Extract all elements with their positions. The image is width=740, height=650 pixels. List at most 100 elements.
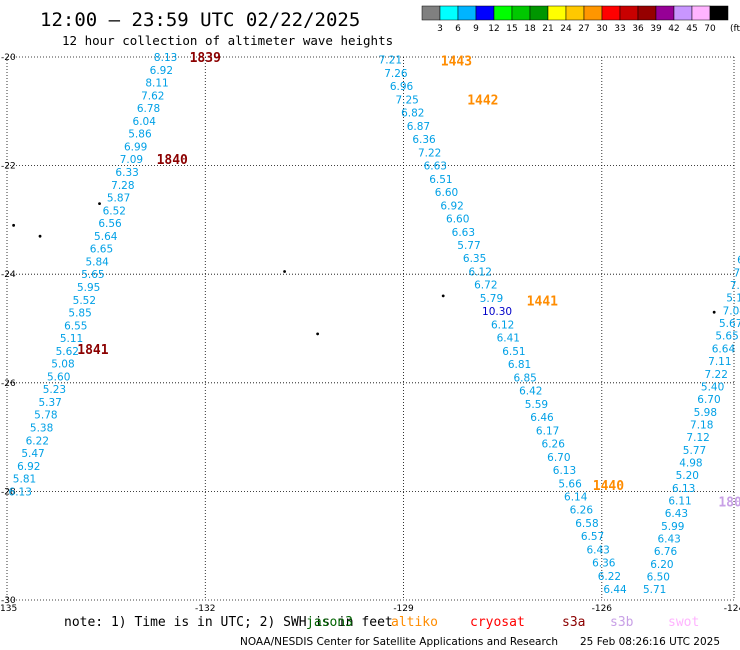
wave-height-value: 7.22 (705, 369, 728, 381)
wave-height-value: 5.84 (85, 256, 109, 268)
track-s3b: 6.356.226.725.176.526.256.676.336.297.33… (643, 255, 740, 596)
colorbar-unit: (ft) (730, 24, 740, 34)
wave-height-value: 5.62 (56, 346, 79, 358)
colorbar-swatch (547, 5, 567, 21)
wave-height-value: 6.12 (469, 266, 492, 278)
colorbar-label: 45 (686, 24, 697, 34)
wave-height-value: 5.52 (73, 295, 96, 307)
wave-height-value: 7.62 (141, 90, 164, 102)
wave-height-value: 6.42 (519, 386, 542, 398)
wave-height-value: 5.98 (694, 407, 717, 419)
wave-height-value: 6.26 (542, 439, 566, 451)
x-tick-label: -124 (724, 604, 740, 614)
wave-height-value: 6.87 (407, 121, 430, 133)
wave-height-value: 6.92 (440, 200, 463, 212)
wave-height-value: 6.82 (401, 108, 424, 120)
wave-height-value: 6.14 (564, 491, 588, 503)
wave-height-value: 5.18 (726, 293, 740, 305)
colorbar-swatch (655, 5, 675, 21)
wave-height-value: 6.22 (598, 571, 621, 583)
wave-height-value: 5.87 (107, 193, 130, 205)
satellite-legend-swot: swot (668, 615, 699, 630)
y-tick-label: -24 (1, 270, 16, 280)
wave-height-value: 5.40 (701, 381, 724, 393)
time-label: 1443 (441, 54, 472, 69)
wave-height-value: 6.92 (150, 65, 173, 77)
footer-timestamp: 25 Feb 08:26:16 UTC 2025 (580, 636, 720, 648)
wave-height-value: 7.21 (379, 55, 402, 67)
track-altika: 7.217.266.967.256.826.876.367.226.636.51… (379, 54, 627, 596)
colorbar-label: 21 (542, 24, 553, 34)
island-marker (38, 234, 42, 238)
satellite-legend-altiko: altiko (391, 615, 438, 630)
wave-height-value: 8.13 (154, 52, 177, 64)
wave-height-value: 5.66 (558, 478, 582, 490)
colorbar-swatch (583, 5, 603, 21)
wave-height-value: 6.50 (647, 571, 670, 583)
y-tick-label: -28 (1, 487, 16, 497)
wave-height-value: 5.85 (68, 308, 91, 320)
colorbar-swatch (511, 5, 531, 21)
wave-height-value: 6.43 (586, 544, 609, 556)
wave-height-value: 7.11 (708, 356, 731, 368)
satellite-legend-cryosat: cryosat (470, 615, 525, 630)
wave-height-value: 7.12 (686, 432, 709, 444)
colorbar-swatch (637, 5, 657, 21)
wave-height-value: 6.20 (650, 559, 673, 571)
wave-height-value: 7.26 (384, 68, 408, 80)
colorbar-label: 30 (596, 24, 608, 34)
wave-height-value: 6.43 (657, 533, 680, 545)
wave-height-value: 5.64 (94, 231, 118, 243)
wave-height-value: 5.78 (34, 410, 57, 422)
wave-height-value: 6.99 (124, 141, 147, 153)
wave-height-value: 6.70 (697, 394, 720, 406)
colorbar-swatch (439, 5, 459, 21)
colorbar-swatch (601, 5, 621, 21)
colorbar-label: 42 (668, 24, 679, 34)
wave-height-value: 6.51 (429, 174, 452, 186)
footer-credit: NOAA/NESDIS Center for Satellite Applica… (240, 636, 558, 648)
wave-height-value: 5.86 (128, 129, 152, 141)
wave-height-value: 6.04 (133, 116, 157, 128)
colorbar-label: 24 (560, 24, 572, 34)
wave-height-value: 5.08 (51, 359, 74, 371)
island-marker (712, 310, 716, 314)
colorbar-swatch (709, 5, 729, 21)
wave-height-value: 5.67 (719, 318, 740, 330)
wave-height-value: 8.11 (145, 78, 168, 90)
colorbar-swatch (475, 5, 495, 21)
grid (6, 56, 735, 601)
y-tick-label: -30 (1, 596, 16, 606)
wave-height-value: 6.60 (446, 214, 469, 226)
wave-height-value: 5.81 (13, 474, 36, 486)
axis-ticks: -135-132-129-126-123-124-20-22-24-26-28-… (0, 53, 740, 614)
island-marker (441, 294, 445, 298)
wave-height-value: 5.77 (457, 240, 480, 252)
wave-height-value: 6.43 (665, 508, 688, 520)
colorbar-swatch (673, 5, 693, 21)
wave-height-value: 5.65 (81, 269, 104, 281)
wave-height-value: 6.11 (668, 495, 691, 507)
colorbar-swatch (493, 5, 513, 21)
wave-height-value: 6.51 (502, 346, 525, 358)
colorbar-swatch (529, 5, 549, 21)
island-marker (12, 223, 16, 227)
satellite-legend-s3b: s3b (610, 615, 634, 630)
track-s3a: 8.136.928.117.626.786.045.866.997.096.33… (9, 51, 221, 498)
colorbar-label: 36 (632, 24, 644, 34)
wave-height-value: 7.62 (733, 267, 740, 279)
wave-height-value: 6.65 (90, 244, 113, 256)
wave-height-value: 6.46 (530, 412, 554, 424)
wave-height-value: 6.81 (508, 359, 531, 371)
x-tick-label: -129 (393, 604, 414, 614)
wave-height-value: 6.72 (474, 280, 497, 292)
time-label: 1442 (467, 93, 498, 108)
colorbar-label: 27 (578, 24, 589, 34)
wave-height-value: 6.36 (592, 558, 616, 570)
islands (12, 202, 716, 336)
island-marker (283, 270, 286, 273)
wave-height-value: 4.98 (679, 457, 702, 469)
wave-height-value: 10.30 (482, 306, 512, 318)
